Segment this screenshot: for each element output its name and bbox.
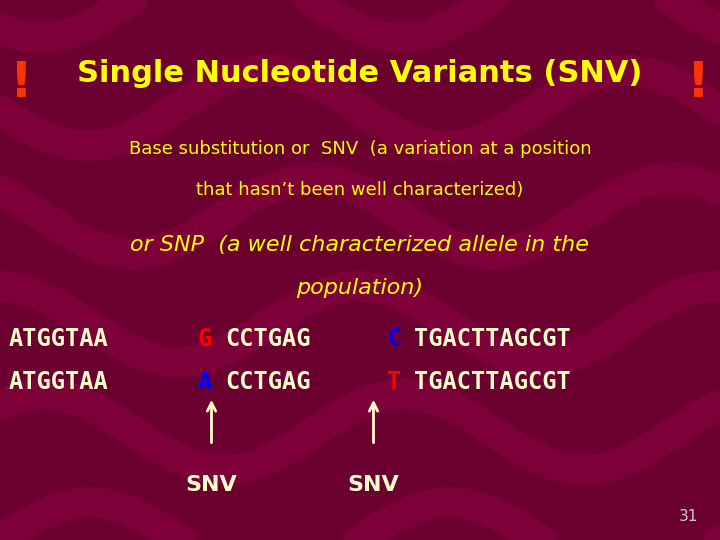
Text: T: T [387,370,401,394]
Text: SNV: SNV [348,475,400,495]
Text: A: A [198,370,212,394]
Text: TGACTTAGCGT: TGACTTAGCGT [414,327,571,350]
Text: ATGGTAA: ATGGTAA [9,327,109,350]
Text: Single Nucleotide Variants (SNV): Single Nucleotide Variants (SNV) [77,59,643,89]
Text: !: ! [10,59,33,107]
Text: 31: 31 [679,509,698,524]
Text: C: C [387,327,401,350]
Text: or SNP  (a well characterized allele in the: or SNP (a well characterized allele in t… [130,235,590,255]
Text: CCTGAG: CCTGAG [225,370,310,394]
Text: ATGGTAA: ATGGTAA [9,370,109,394]
Text: SNV: SNV [186,475,238,495]
Text: !: ! [687,59,710,107]
Text: population): population) [297,278,423,298]
Text: that hasn’t been well characterized): that hasn’t been well characterized) [197,181,523,199]
Text: Base substitution or  SNV  (a variation at a position: Base substitution or SNV (a variation at… [129,140,591,158]
Text: TGACTTAGCGT: TGACTTAGCGT [414,370,571,394]
Text: G: G [198,327,212,350]
Text: CCTGAG: CCTGAG [225,327,310,350]
